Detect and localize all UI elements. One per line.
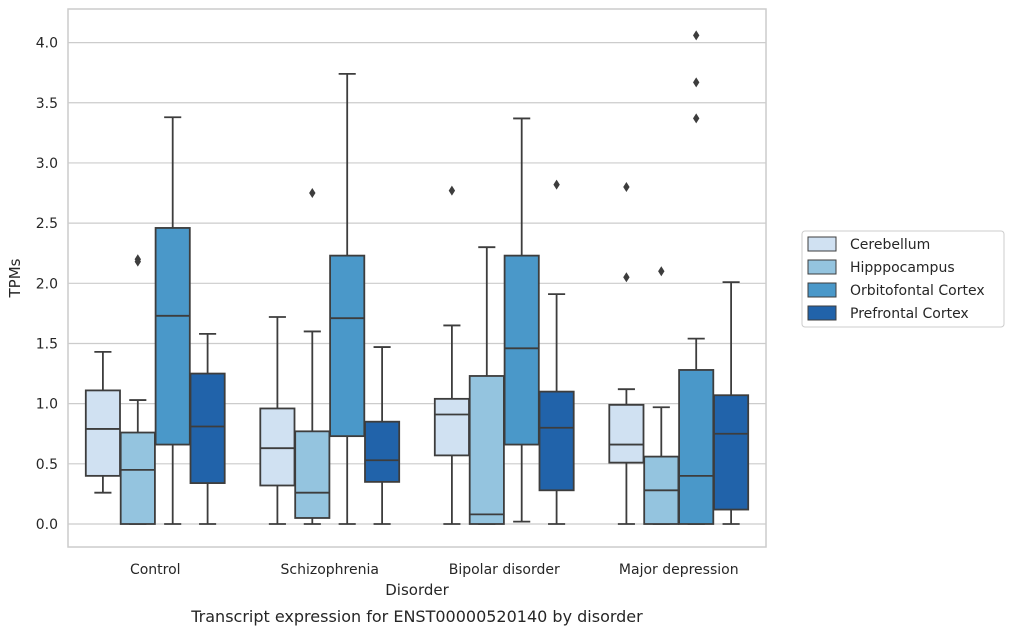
box-body (259, 407, 296, 487)
x-axis-label: Disorder (385, 581, 449, 599)
box-prefrontal-cortex (189, 332, 226, 525)
box-cerebellum (84, 350, 121, 494)
x-tick-label: Control (130, 562, 181, 578)
legend-label: Cerebellum (850, 237, 930, 253)
box-body (294, 430, 331, 519)
y-tick-label: 0.0 (36, 517, 58, 533)
y-tick-labels: 0.0 0.5 1.0 1.5 2.0 2.5 3.0 3.5 4.0 (36, 36, 58, 533)
y-tick-label: 1.0 (36, 397, 58, 413)
box-body (364, 420, 401, 483)
box-body (329, 254, 366, 438)
box-body (713, 394, 750, 511)
box-series (84, 30, 750, 525)
box-hipppocampus (294, 188, 331, 525)
box-hipppocampus (468, 246, 505, 525)
box-body (189, 372, 226, 484)
legend-swatch (807, 305, 837, 321)
outlier-point (693, 113, 700, 124)
box-body (608, 403, 645, 464)
box-prefrontal-cortex (538, 179, 575, 525)
chart-caption: Transcript expression for ENST0000052014… (190, 607, 643, 626)
outlier-point (448, 185, 456, 196)
y-tick-label: 1.5 (36, 336, 58, 352)
box-body (84, 389, 121, 477)
box-hipppocampus (119, 254, 156, 525)
y-tick-label: 3.0 (36, 156, 58, 172)
box-cerebellum (608, 182, 645, 525)
box-body (678, 369, 715, 525)
box-orbitofontal-cortex (678, 30, 715, 525)
legend-label: Hipppocampus (850, 260, 955, 276)
outlier-point (623, 272, 630, 283)
x-tick-label: Major depression (619, 562, 739, 578)
box-orbitofontal-cortex (329, 72, 366, 525)
legend-label: Orbitofontal Cortex (850, 283, 985, 299)
y-tick-label: 2.0 (36, 276, 58, 292)
legend: Cerebellum Hipppocampus Orbitofontal Corte… (801, 230, 1005, 328)
box-prefrontal-cortex (364, 346, 401, 525)
y-tick-label: 3.5 (36, 96, 58, 112)
box-body (154, 227, 191, 446)
outlier-point (309, 188, 316, 199)
box-body (468, 375, 505, 525)
box-body (119, 431, 156, 525)
y-tick-label: 0.5 (36, 457, 58, 473)
y-tick-label: 2.5 (36, 216, 58, 232)
box-orbitofontal-cortex (503, 117, 540, 523)
outlier-point (623, 182, 630, 193)
outlier-point (553, 179, 560, 190)
box-orbitofontal-cortex (154, 116, 191, 525)
legend-frame (801, 230, 1005, 328)
box-body (433, 397, 470, 457)
legend-swatch (807, 259, 837, 275)
y-axis-label: TPMs (6, 258, 24, 298)
box-cerebellum (433, 185, 470, 525)
outlier-point (658, 266, 665, 277)
box-body (503, 254, 540, 446)
legend-label: Prefrontal Cortex (850, 306, 969, 322)
box-prefrontal-cortex (713, 281, 750, 525)
x-tick-label: Schizophrenia (281, 562, 379, 578)
legend-swatch (807, 236, 837, 252)
box-body (538, 390, 575, 492)
outlier-point (693, 30, 700, 41)
outlier-point (134, 256, 141, 267)
x-tick-labels: Control Schizophrenia Bipolar disorder Majo… (130, 562, 739, 578)
x-tick-label: Bipolar disorder (449, 562, 560, 578)
legend-swatch (807, 282, 837, 298)
outlier-point (693, 77, 700, 88)
y-tick-label: 4.0 (36, 36, 58, 52)
